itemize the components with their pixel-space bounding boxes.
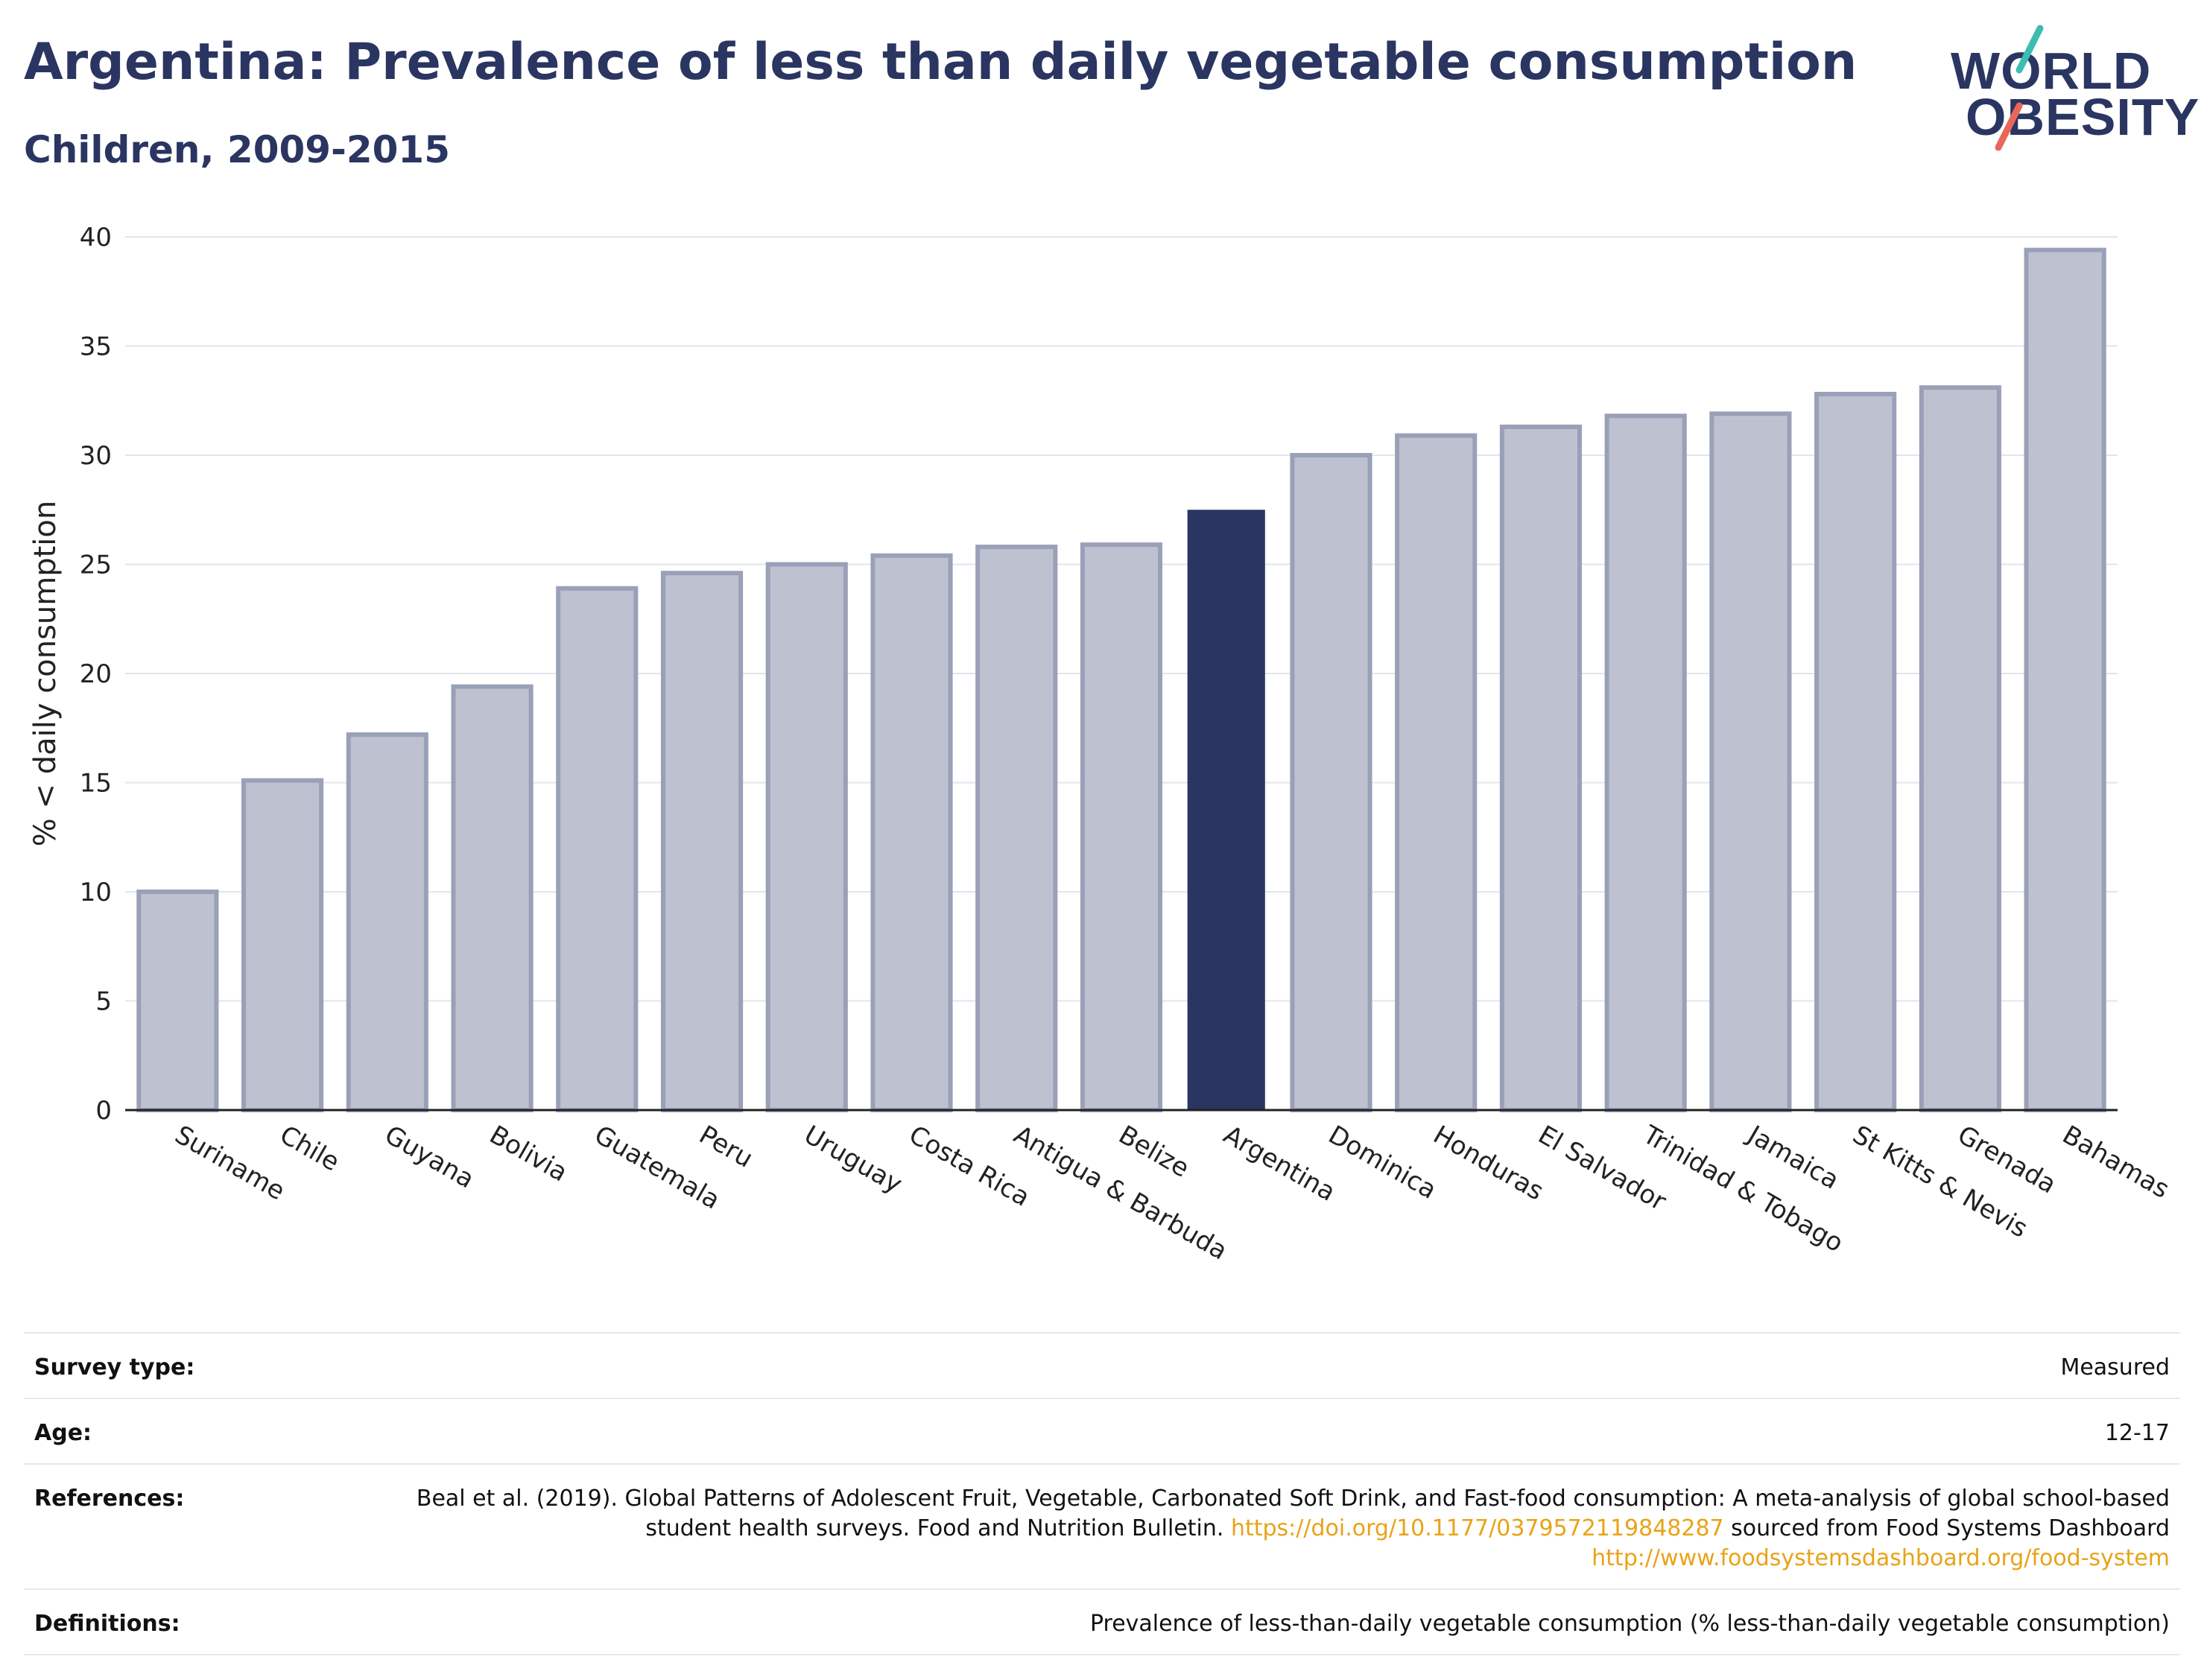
y-tick-label: 15: [80, 769, 112, 799]
bar-trinidad-tobago[interactable]: [1604, 413, 1687, 1112]
references-value: Beal et al. (2019). Global Patterns of A…: [352, 1484, 2170, 1573]
references-text-2: sourced from Food Systems Dashboard: [1723, 1515, 2170, 1541]
definitions-label: Definitions:: [34, 1611, 180, 1637]
y-tick-label: 10: [80, 878, 112, 907]
y-axis-title: % < daily consumption: [28, 501, 63, 846]
bar-argentina[interactable]: [1187, 510, 1265, 1110]
definitions-value: Prevalence of less-than-daily vegetable …: [1089, 1611, 2170, 1637]
x-tick-label: Suriname: [170, 1120, 290, 1206]
survey-type-label: Survey type:: [34, 1354, 195, 1381]
survey-type-value: Measured: [2060, 1354, 2170, 1381]
world-obesity-logo[interactable]: WORLD OBESITY: [1936, 22, 2199, 164]
bar-bolivia[interactable]: [451, 684, 533, 1112]
age-value: 12-17: [2104, 1420, 2170, 1446]
age-label: Age:: [34, 1420, 92, 1446]
x-tick-label: Chile: [275, 1120, 345, 1177]
x-tick-label: Bahamas: [2057, 1120, 2174, 1205]
bar-uruguay[interactable]: [765, 562, 848, 1112]
logo-slash-icon: [1995, 25, 2044, 151]
y-tick-label: 35: [80, 332, 112, 362]
bar-peru[interactable]: [660, 571, 744, 1113]
bars: [136, 247, 2106, 1113]
bar-el-salvador[interactable]: [1499, 424, 1583, 1113]
meta-row-references: References: Beal et al. (2019). Global P…: [24, 1465, 2180, 1590]
y-tick-label: 30: [80, 441, 112, 471]
bar-belize[interactable]: [1080, 542, 1163, 1112]
food-systems-dashboard-link[interactable]: http://www.foodsystemsdashboard.org/food…: [1592, 1545, 2170, 1571]
bar-grenada[interactable]: [1919, 385, 2001, 1113]
y-tick-label: 40: [80, 223, 112, 253]
bar-guyana[interactable]: [346, 732, 428, 1112]
x-tick-label: Dominica: [1323, 1120, 1442, 1205]
x-tick-label: Argentina: [1218, 1120, 1340, 1208]
bar-chile[interactable]: [241, 778, 324, 1112]
x-tick-label: St Kitts & Nevis: [1848, 1120, 2033, 1243]
bar-dominica[interactable]: [1290, 453, 1372, 1112]
meta-row-age: Age: 12-17: [24, 1399, 2180, 1465]
y-tick-label: 0: [95, 1096, 112, 1126]
doi-link[interactable]: https://doi.org/10.1177/0379572119848287: [1230, 1515, 1724, 1541]
bar-honduras[interactable]: [1395, 433, 1478, 1112]
meta-row-survey-type: Survey type: Measured: [24, 1334, 2180, 1399]
x-tick-label: Bolivia: [484, 1120, 572, 1188]
bar-bahamas[interactable]: [2024, 247, 2106, 1113]
meta-row-definitions: Definitions: Prevalence of less-than-dai…: [24, 1590, 2180, 1655]
bar-antigua-barbuda[interactable]: [975, 545, 1058, 1112]
y-axis-ticks: 0 5 10 15 20 25 30 35 40: [80, 223, 112, 1126]
logo-word-world: WORLD: [1951, 42, 2152, 100]
y-tick-label: 25: [80, 551, 112, 580]
bar-jamaica[interactable]: [1709, 411, 1792, 1112]
x-tick-label: Guyana: [379, 1120, 479, 1194]
metadata-table: Survey type: Measured Age: 12-17 Referen…: [24, 1332, 2180, 1655]
bar-guatemala[interactable]: [556, 586, 639, 1112]
chart-subtitle: Children, 2009-2015: [24, 128, 450, 171]
references-text-1: Beal et al. (2019). Global Patterns of A…: [416, 1486, 2170, 1541]
x-tick-label: Uruguay: [799, 1120, 907, 1199]
bar-st-kitts-nevis[interactable]: [1814, 391, 1897, 1112]
y-tick-label: 20: [80, 659, 112, 689]
x-tick-label: Belize: [1114, 1120, 1194, 1184]
x-tick-label: Peru: [694, 1120, 759, 1174]
references-label: References:: [34, 1486, 185, 1512]
bar-suriname[interactable]: [136, 890, 219, 1112]
x-tick-label: Honduras: [1428, 1120, 1549, 1206]
bar-costa-rica[interactable]: [870, 553, 953, 1112]
y-tick-label: 5: [95, 987, 112, 1017]
chart-title: Argentina: Prevalence of less than daily…: [24, 33, 1858, 92]
